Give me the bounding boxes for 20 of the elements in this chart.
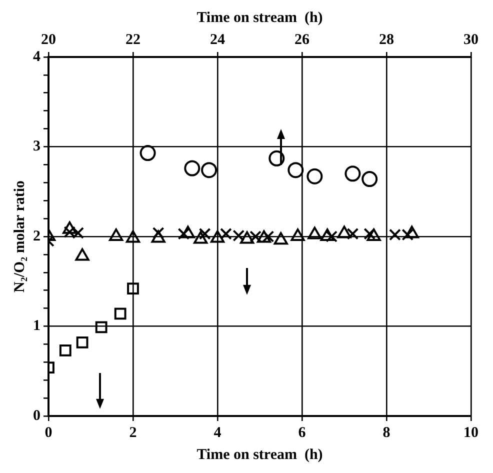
- x2-tick-label: 30: [464, 32, 478, 48]
- y-tick-label: 4: [33, 48, 41, 65]
- x2-tick-label: 24: [210, 32, 226, 48]
- x-axis-title: Time on stream (h): [196, 446, 323, 463]
- x-tick-label: 0: [44, 424, 52, 441]
- x2-tick-label: 22: [126, 32, 140, 48]
- x-tick-label: 4: [214, 424, 222, 441]
- y-tick-label: 1: [33, 318, 40, 334]
- x2-axis-title: Time on stream (h): [196, 10, 323, 26]
- x2-tick-label: 26: [294, 32, 310, 48]
- x-tick-label: 2: [129, 424, 137, 441]
- x2-tick-label: 20: [41, 32, 56, 48]
- x2-tick-label: 28: [379, 32, 394, 48]
- y-axis-title: N₂/O₂ molar ratio: [12, 180, 28, 293]
- y-tick-label: 2: [33, 228, 40, 244]
- x-tick-label: 8: [382, 424, 390, 441]
- x-tick-label: 6: [298, 424, 306, 441]
- y-tick-label: 0: [33, 408, 40, 424]
- y-tick-label: 3: [33, 138, 40, 155]
- x-tick-label: 10: [464, 424, 478, 441]
